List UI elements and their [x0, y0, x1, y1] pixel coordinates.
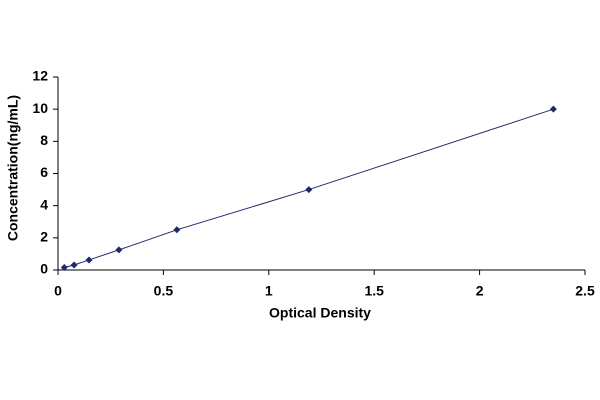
- y-tick-label: 4: [40, 196, 48, 212]
- point: [85, 256, 93, 264]
- y-tick-label: 2: [40, 229, 48, 245]
- x-tick-label: 1.5: [364, 283, 384, 299]
- y-tick-label: 8: [40, 132, 48, 148]
- x-axis-label: Optical Density: [269, 305, 371, 321]
- y-tick-label: 12: [32, 68, 48, 84]
- y-axis-label: Concentration(ng/mL): [5, 95, 21, 241]
- point: [173, 226, 181, 234]
- x-tick-label: 2: [476, 283, 484, 299]
- x-tick-label: 0.5: [154, 283, 174, 299]
- y-tick-label: 6: [40, 164, 48, 180]
- point: [70, 261, 78, 269]
- x-tick-label: 2.5: [575, 283, 595, 299]
- point: [305, 186, 313, 194]
- point: [60, 263, 68, 271]
- y-tick-label: 0: [40, 261, 48, 277]
- y-tick-label: 10: [32, 100, 48, 116]
- x-tick-label: 1: [265, 283, 273, 299]
- x-tick-label: 0: [54, 283, 62, 299]
- point: [549, 105, 557, 113]
- point: [115, 246, 123, 254]
